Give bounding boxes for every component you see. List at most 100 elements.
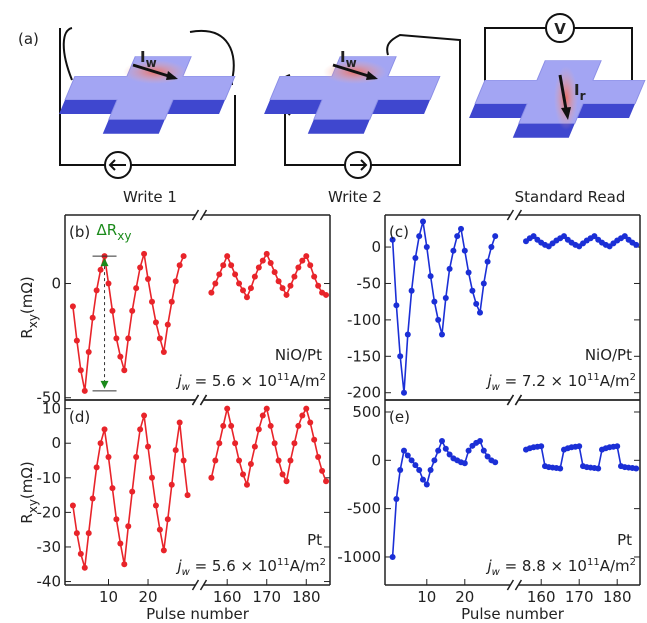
data-point	[137, 265, 143, 271]
data-point	[78, 551, 84, 557]
data-point	[125, 335, 131, 341]
data-point	[276, 278, 282, 284]
data-point	[303, 253, 309, 259]
data-point	[420, 219, 426, 225]
data-point	[454, 233, 460, 239]
data-point	[576, 443, 582, 449]
data-point	[117, 541, 123, 547]
data-point	[291, 440, 297, 446]
data-point	[82, 388, 88, 394]
diagram-write-1	[51, 28, 243, 178]
data-point	[145, 444, 151, 450]
data-point	[173, 278, 179, 284]
data-point	[121, 561, 127, 567]
data-point	[236, 281, 242, 287]
data-point	[185, 492, 191, 498]
data-point	[232, 271, 238, 277]
data-point	[416, 233, 422, 239]
sample-label: NiO/Pt	[585, 346, 632, 364]
data-point	[98, 267, 104, 273]
panel-label: (d)	[69, 408, 90, 426]
data-point	[393, 302, 399, 308]
data-point	[424, 481, 430, 487]
y-tick-label: -40	[37, 573, 62, 591]
x-tick-label: 180	[292, 588, 321, 606]
data-point	[473, 301, 479, 307]
data-point	[240, 287, 246, 293]
data-point	[311, 437, 317, 443]
data-point	[177, 419, 183, 425]
data-point	[153, 319, 159, 325]
data-point	[216, 271, 222, 277]
data-point	[416, 467, 422, 473]
data-point	[633, 466, 639, 472]
data-point	[252, 444, 258, 450]
y-tick-label: 0	[371, 238, 381, 256]
x-tick-label: 160	[213, 588, 242, 606]
data-point	[431, 299, 437, 305]
x-tick-label: 10	[99, 588, 118, 606]
diagram-caption: Write 2	[328, 188, 382, 206]
y-tick-label: -100	[347, 311, 381, 329]
data-point	[157, 527, 163, 533]
data-point	[401, 390, 407, 396]
data-point	[435, 448, 441, 454]
y-axis-label: Rxy(mΩ)	[18, 276, 40, 338]
data-point	[256, 265, 262, 271]
data-point	[228, 262, 234, 268]
x-tick-label: 170	[252, 588, 281, 606]
current-density: jw = 5.6 × 1011A/m2	[175, 372, 326, 393]
data-point	[462, 248, 468, 254]
data-point	[492, 459, 498, 465]
data-point	[291, 274, 297, 280]
data-point	[287, 283, 293, 289]
data-point	[153, 502, 159, 508]
data-point	[161, 349, 167, 355]
panel-label: (e)	[389, 408, 410, 426]
data-point	[141, 413, 147, 419]
data-point	[90, 496, 96, 502]
data-point	[105, 281, 111, 287]
data-point	[295, 265, 301, 271]
voltmeter-label: V	[554, 20, 566, 38]
data-point	[428, 273, 434, 279]
data-point	[435, 317, 441, 323]
data-point	[220, 262, 226, 268]
data-point	[412, 255, 418, 261]
data-point	[284, 478, 290, 484]
diagram-caption: Write 1	[123, 188, 177, 206]
data-point	[260, 258, 266, 264]
data-point	[137, 426, 143, 432]
data-line	[393, 222, 496, 393]
panel-label: (a)	[18, 30, 39, 48]
data-point	[74, 338, 80, 344]
data-point	[98, 440, 104, 446]
data-point	[228, 423, 234, 429]
data-point	[405, 331, 411, 337]
data-point	[397, 467, 403, 473]
x-tick-label: 160	[527, 588, 556, 606]
y-tick-label: -150	[347, 347, 381, 365]
data-point	[129, 308, 135, 314]
y-tick-label: 0	[51, 434, 61, 452]
data-point	[614, 443, 620, 449]
data-point	[458, 226, 464, 232]
data-point	[538, 443, 544, 449]
data-point	[315, 454, 321, 460]
data-point	[287, 458, 293, 464]
sample-label: NiO/Pt	[275, 346, 322, 364]
figure: (a) Write 1 Write 2 Standard Read V Iw I…	[0, 0, 647, 623]
data-point	[74, 530, 80, 536]
y-tick-label: -10	[37, 469, 62, 487]
data-point	[82, 565, 88, 571]
y-tick-label: -1000	[337, 548, 381, 566]
x-tick-label: 10	[417, 588, 436, 606]
data-point	[466, 270, 472, 276]
panel-label: (c)	[389, 223, 409, 241]
data-point	[409, 288, 415, 294]
data-point	[212, 281, 218, 287]
data-point	[443, 446, 449, 452]
data-point	[220, 423, 226, 429]
y-tick-label: -500	[347, 500, 381, 518]
data-point	[431, 457, 437, 463]
